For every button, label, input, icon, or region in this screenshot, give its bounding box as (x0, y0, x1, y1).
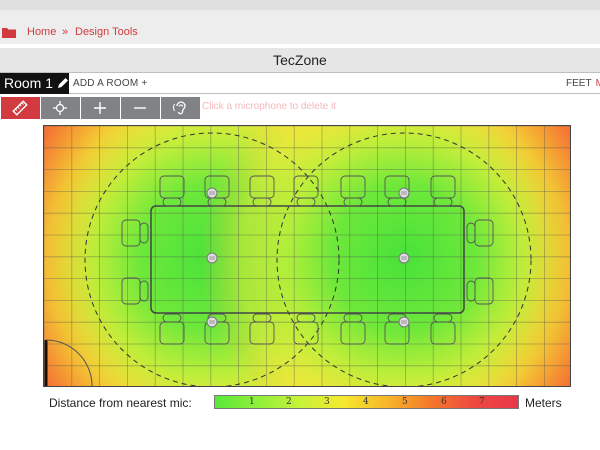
chair (433, 313, 453, 323)
room-heatmap-canvas[interactable] (43, 125, 571, 387)
pickup-circle-left (84, 132, 340, 386)
legend-tick: 4 (363, 397, 369, 407)
legend-tick: 3 (324, 397, 330, 407)
chair (139, 222, 149, 244)
chair (207, 197, 227, 207)
breadcrumb-separator: » (62, 26, 69, 38)
legend-label: Distance from nearest mic: (49, 396, 192, 410)
legend-tick: 6 (441, 397, 447, 407)
units-meters[interactable]: M (595, 78, 600, 89)
folder-icon (2, 28, 16, 38)
legend-tick: 7 (479, 397, 485, 407)
zoom-out-button[interactable] (121, 97, 160, 119)
minus-icon (134, 107, 146, 109)
chair (433, 197, 453, 207)
microphone[interactable] (206, 252, 218, 264)
chair (252, 313, 272, 323)
breadcrumb-design-tools-link[interactable]: Design Tools (75, 26, 138, 38)
chair (466, 280, 476, 302)
legend-tick: 2 (286, 397, 292, 407)
ear-icon (173, 101, 186, 115)
zoom-in-button[interactable] (81, 97, 120, 119)
crosshair-icon (53, 101, 67, 115)
microphone[interactable] (206, 316, 218, 328)
breadcrumb-home-link[interactable]: Home (27, 26, 57, 38)
chair (162, 313, 182, 323)
microphone[interactable] (398, 252, 410, 264)
door (44, 339, 93, 386)
room-bar: Room 1 ADD A ROOM + FEET M (0, 72, 600, 94)
microphone[interactable] (398, 316, 410, 328)
chair (343, 313, 363, 323)
ruler-tool-button[interactable] (1, 97, 40, 119)
app-title-bar: TecZone (0, 48, 600, 72)
chair (162, 197, 182, 207)
chair (139, 280, 149, 302)
add-room-button[interactable]: ADD A ROOM + (73, 78, 148, 89)
heatmap-svg[interactable] (44, 126, 571, 387)
legend-color-bar: 1 2 3 4 5 6 7 (214, 395, 519, 409)
room-tab[interactable]: Room 1 (0, 73, 69, 94)
hearing-tool-button[interactable] (161, 97, 200, 119)
legend-unit: Meters (525, 396, 562, 410)
pickup-circle-right (276, 132, 532, 386)
toolbar: Click a microphone to delete it (0, 97, 600, 121)
units-feet[interactable]: FEET (566, 78, 592, 89)
chair (343, 197, 363, 207)
ruler-icon (12, 100, 28, 116)
chair (296, 197, 316, 207)
pencil-icon[interactable] (57, 77, 68, 89)
place-mic-tool-button[interactable] (41, 97, 80, 119)
tool-hint: Click a microphone to delete it (202, 101, 336, 112)
room-name: Room 1 (4, 75, 54, 91)
plus-icon (94, 102, 106, 114)
legend-tick: 1 (249, 397, 255, 407)
legend-tick: 5 (402, 397, 408, 407)
distance-legend: Distance from nearest mic: 1 2 3 4 5 6 7… (0, 394, 600, 412)
chair (387, 197, 407, 207)
chair (252, 197, 272, 207)
microphone[interactable] (398, 187, 410, 199)
chair (466, 222, 476, 244)
breadcrumb-bar: Home » Design Tools (0, 0, 600, 44)
chair (296, 313, 316, 323)
units-toggle[interactable]: FEET M (566, 73, 600, 94)
app-title: TecZone (273, 52, 327, 68)
microphone[interactable] (206, 187, 218, 199)
